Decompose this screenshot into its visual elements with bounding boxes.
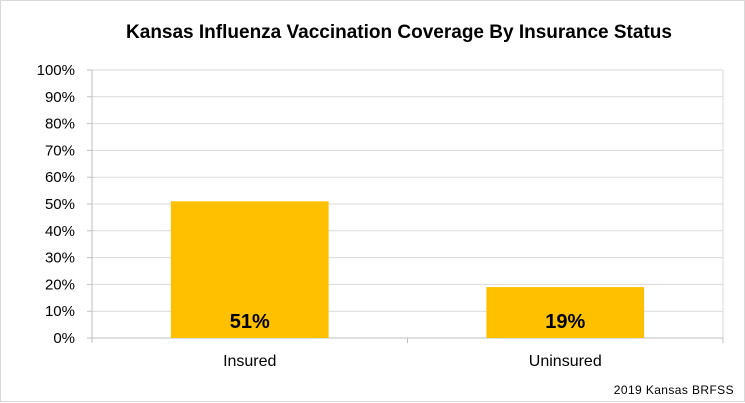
bar-uninsured: [486, 287, 645, 338]
data-label: 51%: [230, 311, 270, 333]
y-tick-label: 90%: [45, 89, 75, 106]
data-label: 19%: [545, 311, 585, 333]
bars: [170, 201, 645, 338]
y-tick-label: 100%: [37, 62, 75, 79]
y-tick-label: 50%: [45, 196, 75, 213]
y-tick-label: 60%: [45, 169, 75, 186]
y-tick-label: 10%: [45, 303, 75, 320]
chart-title: Kansas Influenza Vaccination Coverage By…: [126, 22, 672, 43]
source-note: 2019 Kansas BRFSS: [614, 383, 734, 397]
y-tick-label: 0%: [53, 330, 75, 347]
labels: 0% 10% 20% 30% 40% 50% 60% 70% 80% 90% 100% 51% Insu…: [37, 62, 602, 370]
y-tick-label: 80%: [45, 116, 75, 133]
x-category-label: Insured: [223, 353, 276, 370]
y-tick-label: 40%: [45, 223, 75, 240]
bar-insured: [170, 201, 329, 338]
x-category-label: Uninsured: [529, 353, 602, 370]
y-tick-label: 30%: [45, 250, 75, 267]
y-tick-label: 20%: [45, 276, 75, 293]
y-tick-label: 70%: [45, 142, 75, 159]
